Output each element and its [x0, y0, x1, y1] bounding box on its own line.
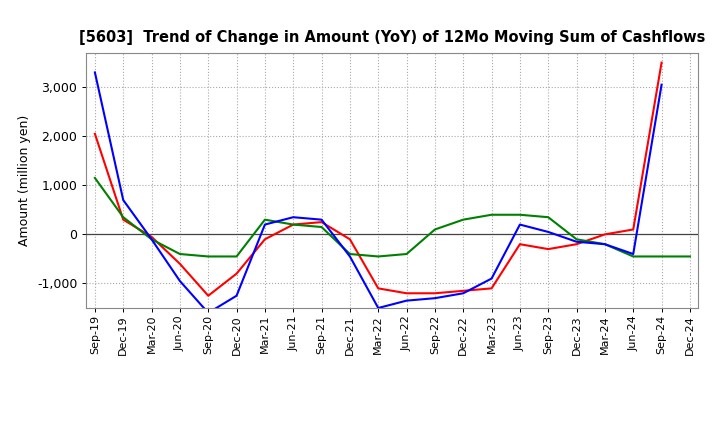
Free Cashflow — [176, 279, 184, 284]
Investing Cashflow — [431, 227, 439, 232]
Free Cashflow — [289, 215, 297, 220]
Free Cashflow — [148, 237, 156, 242]
Investing Cashflow — [374, 254, 382, 259]
Investing Cashflow — [91, 175, 99, 180]
Operating Cashflow — [516, 242, 524, 247]
Operating Cashflow — [233, 271, 241, 276]
Investing Cashflow — [487, 212, 496, 217]
Free Cashflow — [657, 82, 666, 87]
Free Cashflow — [572, 239, 581, 244]
Free Cashflow — [459, 291, 467, 296]
Free Cashflow — [318, 217, 326, 222]
Title: [5603]  Trend of Change in Amount (YoY) of 12Mo Moving Sum of Cashflows: [5603] Trend of Change in Amount (YoY) o… — [79, 29, 706, 45]
Investing Cashflow — [176, 251, 184, 257]
Free Cashflow — [431, 296, 439, 301]
Investing Cashflow — [629, 254, 637, 259]
Free Cashflow — [402, 298, 411, 303]
Operating Cashflow — [346, 237, 354, 242]
Operating Cashflow — [657, 60, 666, 65]
Investing Cashflow — [544, 215, 552, 220]
Investing Cashflow — [572, 237, 581, 242]
Investing Cashflow — [459, 217, 467, 222]
Operating Cashflow — [148, 234, 156, 239]
Line: Free Cashflow: Free Cashflow — [95, 73, 662, 313]
Investing Cashflow — [346, 251, 354, 257]
Operating Cashflow — [487, 286, 496, 291]
Investing Cashflow — [318, 224, 326, 230]
Free Cashflow — [119, 198, 127, 203]
Free Cashflow — [346, 254, 354, 259]
Free Cashflow — [516, 222, 524, 227]
Investing Cashflow — [600, 242, 609, 247]
Operating Cashflow — [629, 227, 637, 232]
Investing Cashflow — [685, 254, 694, 259]
Free Cashflow — [600, 242, 609, 247]
Free Cashflow — [91, 70, 99, 75]
Investing Cashflow — [119, 215, 127, 220]
Free Cashflow — [374, 305, 382, 311]
Operating Cashflow — [431, 291, 439, 296]
Operating Cashflow — [600, 232, 609, 237]
Free Cashflow — [261, 222, 269, 227]
Investing Cashflow — [289, 222, 297, 227]
Free Cashflow — [487, 276, 496, 281]
Free Cashflow — [629, 251, 637, 257]
Investing Cashflow — [261, 217, 269, 222]
Operating Cashflow — [289, 222, 297, 227]
Operating Cashflow — [204, 293, 212, 298]
Investing Cashflow — [657, 254, 666, 259]
Operating Cashflow — [261, 237, 269, 242]
Operating Cashflow — [91, 131, 99, 136]
Operating Cashflow — [544, 246, 552, 252]
Operating Cashflow — [176, 261, 184, 267]
Operating Cashflow — [374, 286, 382, 291]
Investing Cashflow — [233, 254, 241, 259]
Investing Cashflow — [204, 254, 212, 259]
Operating Cashflow — [318, 220, 326, 225]
Operating Cashflow — [459, 288, 467, 293]
Y-axis label: Amount (million yen): Amount (million yen) — [19, 115, 32, 246]
Operating Cashflow — [402, 291, 411, 296]
Operating Cashflow — [119, 217, 127, 222]
Investing Cashflow — [402, 251, 411, 257]
Free Cashflow — [544, 229, 552, 235]
Investing Cashflow — [516, 212, 524, 217]
Line: Operating Cashflow: Operating Cashflow — [95, 62, 662, 296]
Line: Investing Cashflow: Investing Cashflow — [95, 178, 690, 257]
Free Cashflow — [204, 310, 212, 315]
Operating Cashflow — [572, 242, 581, 247]
Investing Cashflow — [148, 237, 156, 242]
Free Cashflow — [233, 293, 241, 298]
